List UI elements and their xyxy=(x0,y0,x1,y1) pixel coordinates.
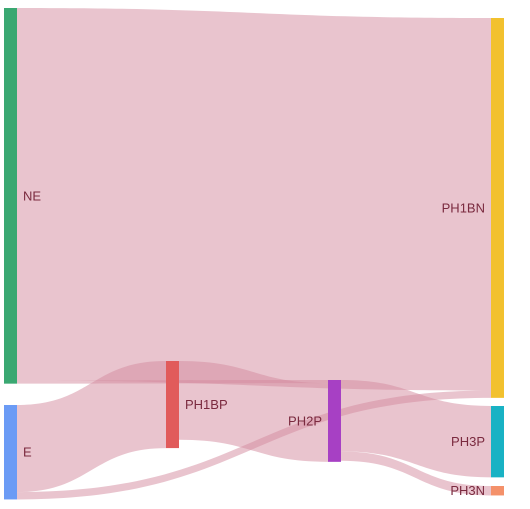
node-label-ph1bn: PH1BN xyxy=(442,200,485,215)
node-ph3p[interactable] xyxy=(491,406,504,478)
node-ph3n[interactable] xyxy=(491,486,504,496)
node-e[interactable] xyxy=(4,405,17,500)
node-ph1bn[interactable] xyxy=(491,18,504,398)
node-label-ph2p: PH2P xyxy=(288,413,322,428)
sankey-labels: NE E PH1BP PH2P PH1BN PH3P PH3N xyxy=(23,188,485,498)
node-ph1bp[interactable] xyxy=(166,361,179,449)
link-ph1bp-to-ph2p[interactable] xyxy=(179,361,328,462)
node-label-ne: NE xyxy=(23,188,41,203)
link-e-to-ph1bp[interactable] xyxy=(17,361,166,493)
node-label-ph1bp: PH1BP xyxy=(185,397,228,412)
node-ne[interactable] xyxy=(4,8,17,384)
sankey-nodes xyxy=(4,8,504,500)
node-ph2p[interactable] xyxy=(328,380,341,462)
link-ph2p-to-ph3p[interactable] xyxy=(341,380,491,478)
sankey-links xyxy=(17,8,491,500)
link-ph2p-to-ph3n[interactable] xyxy=(341,451,491,496)
node-label-e: E xyxy=(23,445,32,460)
link-ne-to-ph1bn[interactable] xyxy=(17,8,491,391)
node-label-ph3p: PH3P xyxy=(451,434,485,449)
node-label-ph3n: PH3N xyxy=(450,483,485,498)
